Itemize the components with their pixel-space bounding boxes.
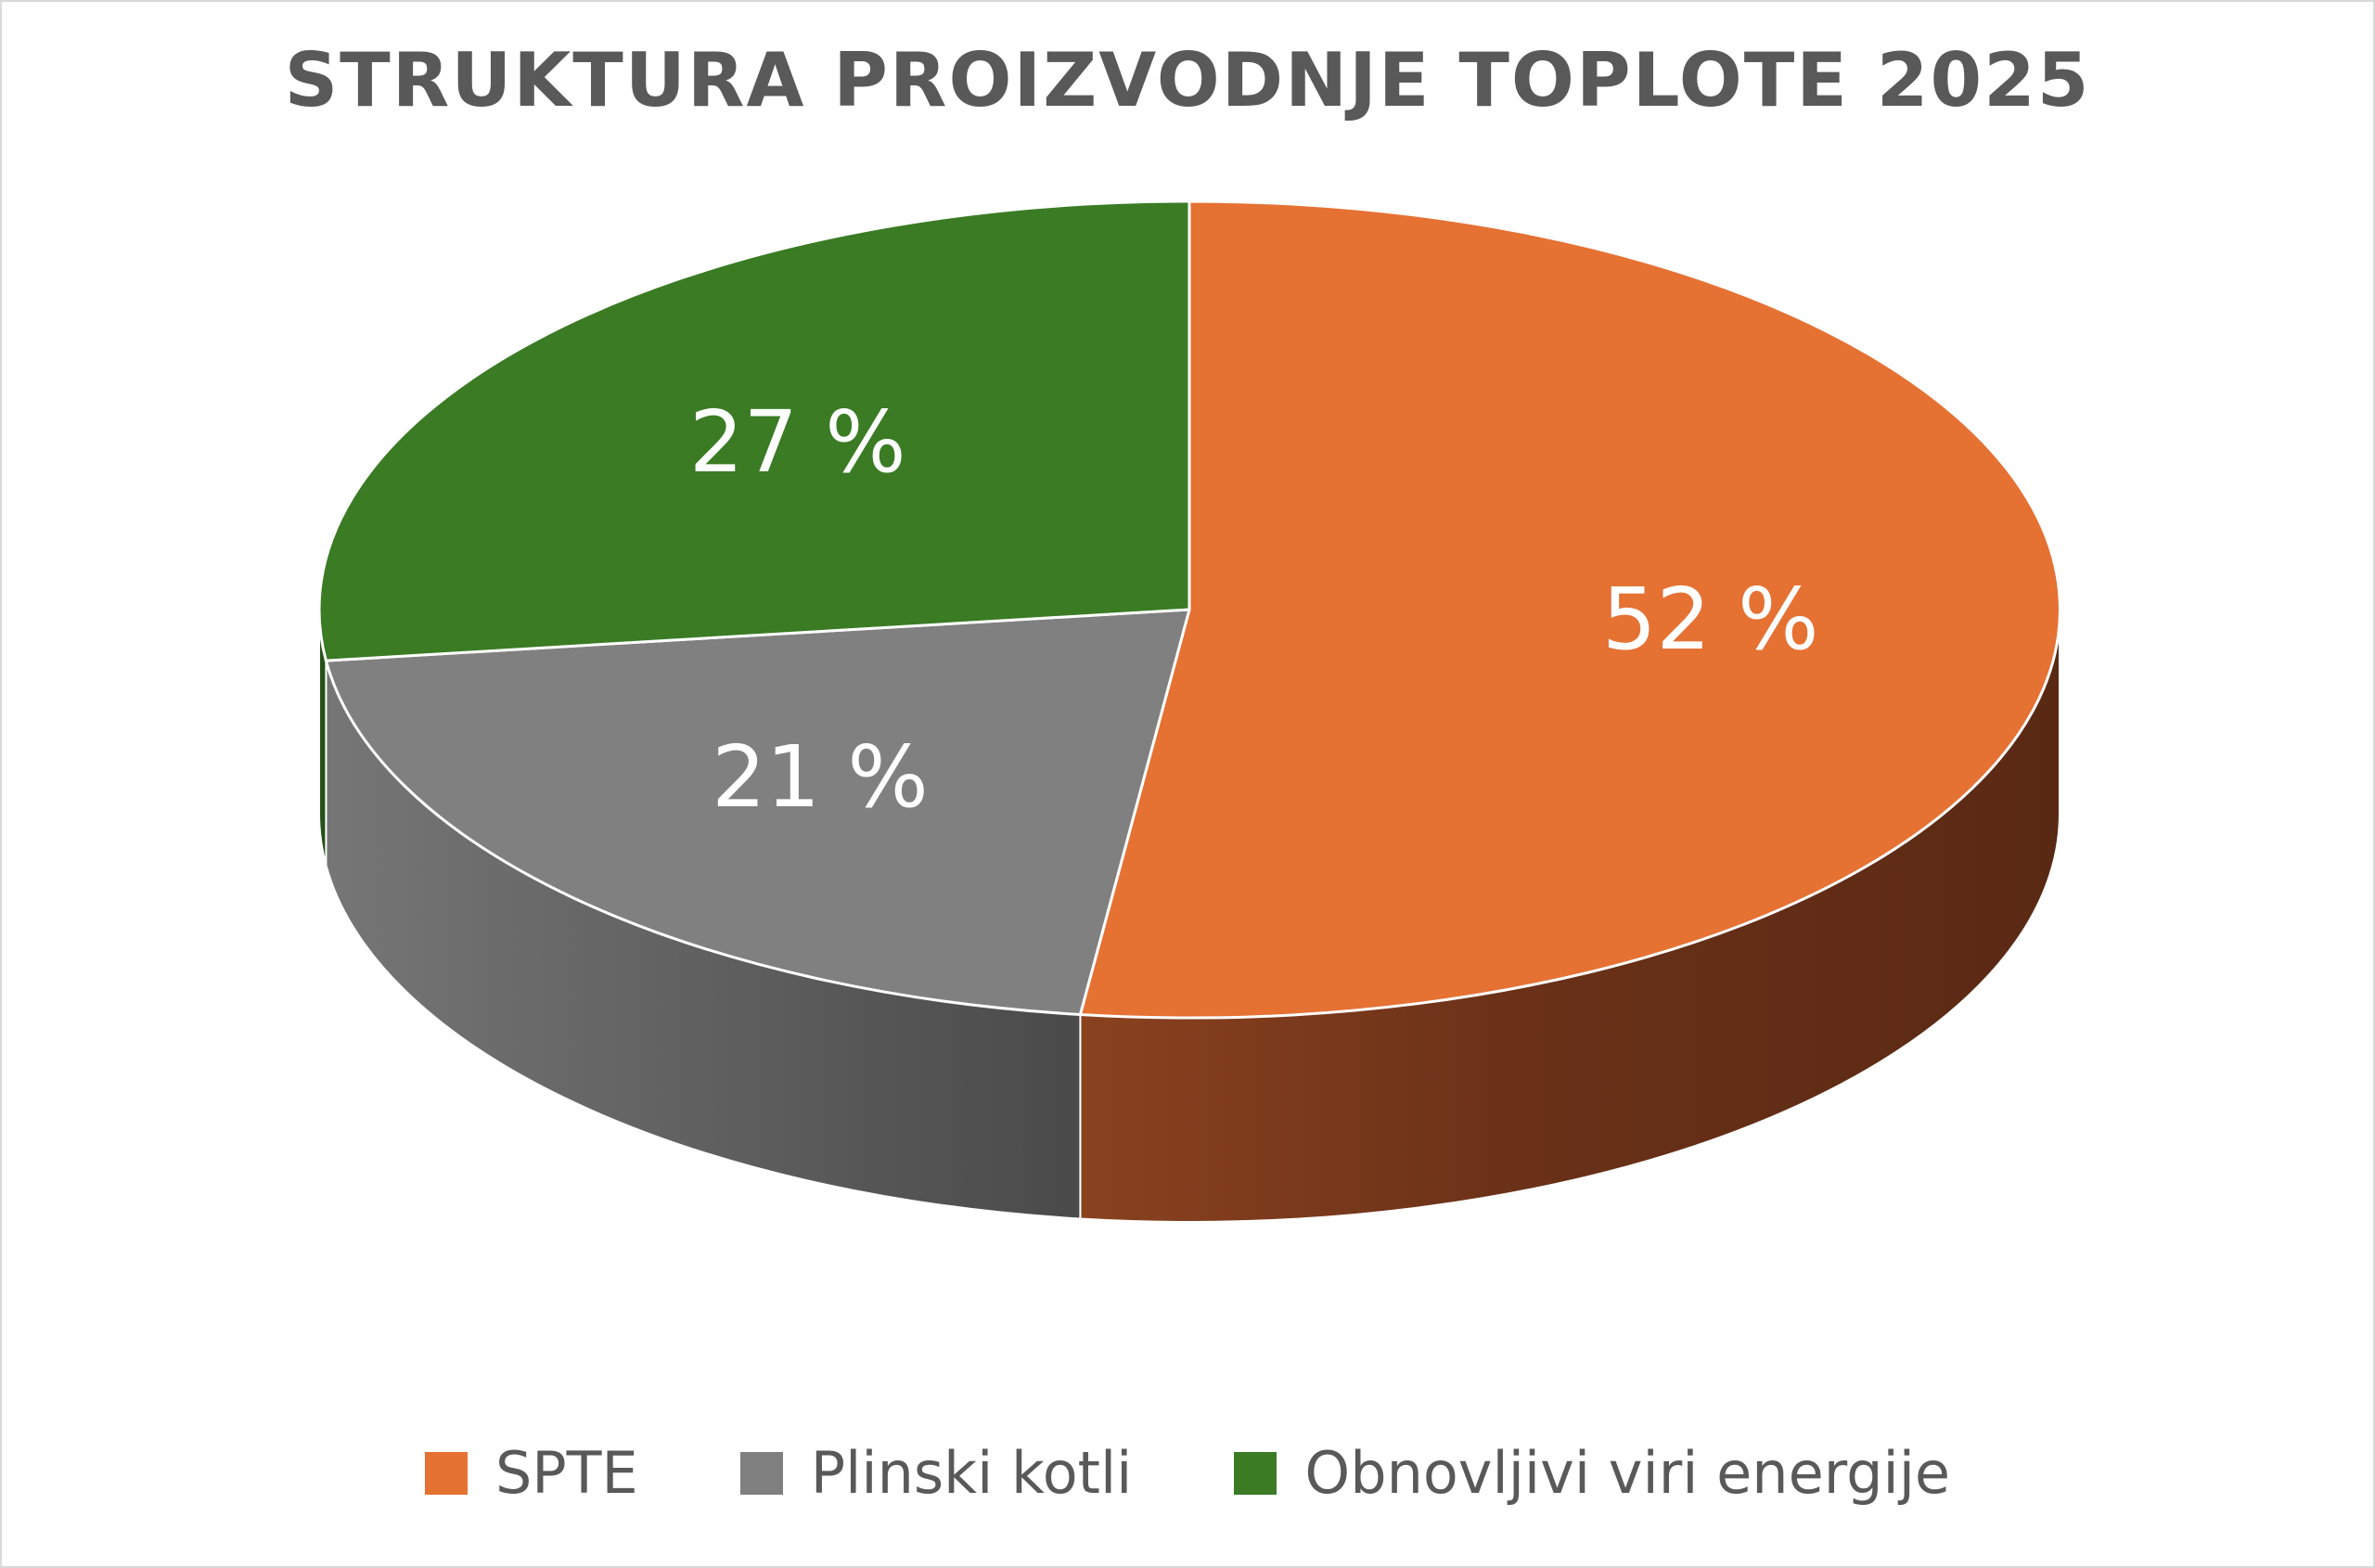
legend-label-spte: SPTE (494, 1439, 638, 1507)
legend-item-plinski-kotli: Plinski kotli (739, 1439, 1133, 1507)
pie-slice-obnovljivi-viri-energije (317, 199, 1191, 662)
data-label-spte: 52 % (1602, 570, 1819, 669)
chart-title: STRUKTURA PROIZVODNJE TOPLOTE 2025 (284, 37, 2091, 123)
legend-label-obnovljivi-viri: Obnovljivi viri energije (1304, 1439, 1951, 1507)
data-label-plinski-kotli: 21 % (712, 727, 929, 827)
legend-swatch-obnovljivi-viri (1234, 1452, 1277, 1495)
data-label-obnovljivi-viri-energije: 27 % (689, 392, 906, 492)
pie-slice-plinski-kotli (324, 608, 1191, 1016)
pie-data-labels: 52 % 21 % 27 % (689, 392, 1819, 827)
legend-item-spte: SPTE (424, 1439, 638, 1507)
legend-label-plinski-kotli: Plinski kotli (810, 1439, 1133, 1507)
pie-slices (317, 199, 2061, 1020)
legend-swatch-plinski-kotli (739, 1452, 783, 1495)
legend-swatch-spte (424, 1452, 468, 1495)
pie-slice-spte (1078, 199, 2061, 1020)
legend: SPTE Plinski kotli Obnovljivi viri energ… (2, 1445, 2373, 1502)
legend-item-obnovljivi-viri: Obnovljivi viri energije (1234, 1445, 1950, 1502)
